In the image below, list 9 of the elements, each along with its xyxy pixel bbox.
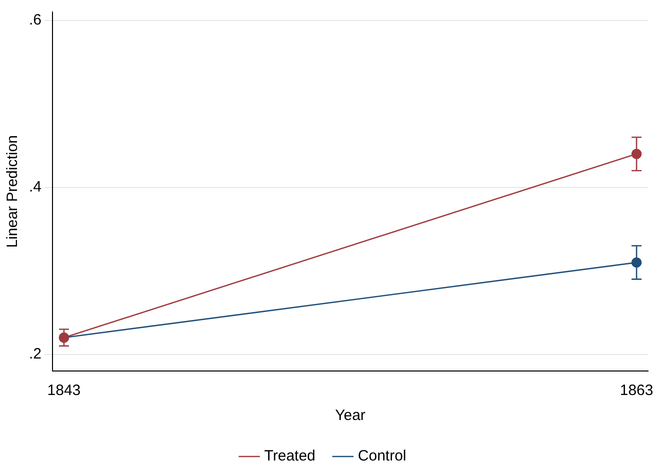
x-tick-label: 1843	[47, 382, 81, 400]
y-tick-label: .6	[28, 11, 42, 28]
y-axis-title: Linear Prediction	[4, 135, 22, 248]
y-tick-label: .2	[28, 345, 42, 362]
legend-label: Control	[358, 448, 406, 465]
y-tick-label: .4	[28, 178, 42, 196]
legend-label: Treated	[264, 448, 316, 465]
x-tick-label: 1863	[620, 382, 654, 400]
x-axis-title: Year	[335, 407, 366, 424]
